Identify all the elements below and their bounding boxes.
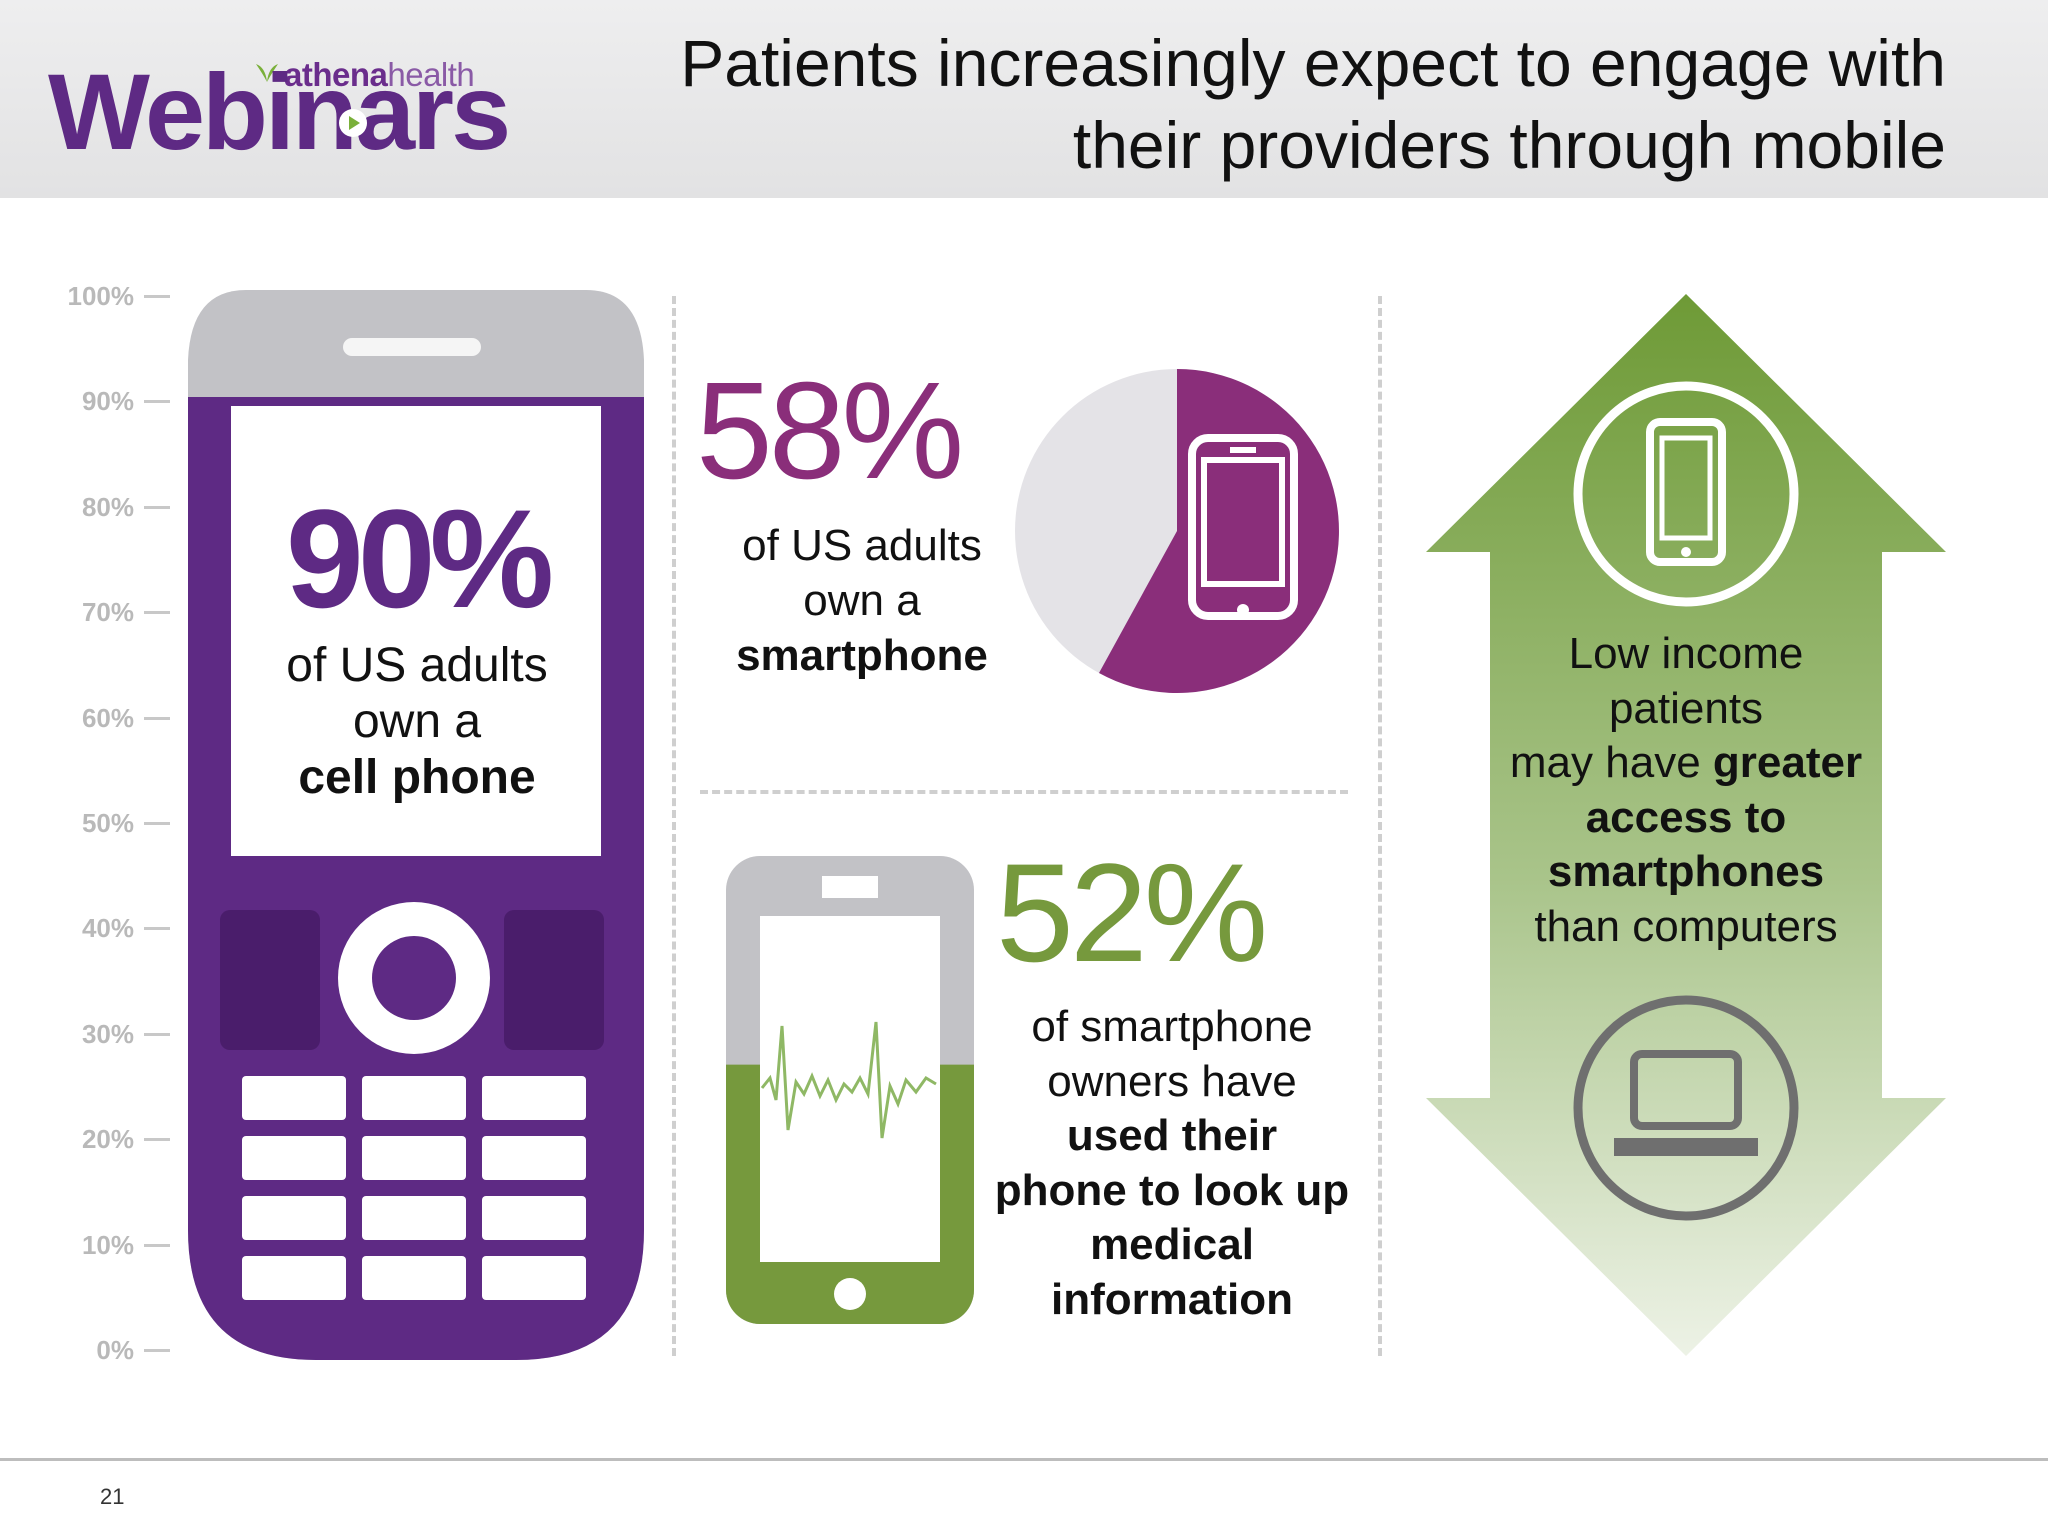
smartphone-percent: 58% <box>696 354 964 508</box>
vertical-divider-left <box>672 296 676 1356</box>
smartphone-icon <box>1188 434 1298 620</box>
axis-tick-mark <box>144 505 170 509</box>
cell-phone-caption: of US adults own a cell phone <box>286 639 548 804</box>
smartphone-icon <box>1573 381 1799 607</box>
axis-tick-mark <box>144 1349 170 1352</box>
axis-tick-mark <box>144 927 170 931</box>
heartbeat-phone-icon <box>726 856 974 1324</box>
axis-tick-label: 20% <box>81 1124 134 1155</box>
slide-header: athenahealth Webinars Patients increasin… <box>0 0 2048 198</box>
medical-caption: of smartphone owners have used their pho… <box>994 1002 1350 1324</box>
axis-tick-label: 30% <box>81 1018 134 1049</box>
vertical-divider-right <box>1378 296 1382 1356</box>
cell-phone-icon <box>188 290 644 1360</box>
axis-tick-label: 80% <box>81 491 134 522</box>
axis-tick-mark <box>144 822 170 825</box>
medical-percent: 52% <box>996 834 1268 991</box>
double-arrow-graphic <box>1426 294 1946 1356</box>
axis-tick-label: 100% <box>67 281 135 311</box>
page-number: 21 <box>100 1484 125 1509</box>
axis-tick-label: 50% <box>81 808 134 838</box>
heartbeat-icon <box>760 1021 937 1139</box>
axis-tick-mark <box>144 611 170 615</box>
footer-divider <box>0 1458 2048 1461</box>
axis-tick-mark <box>144 400 170 404</box>
brand-logo: athenahealth <box>284 56 475 93</box>
axis-tick-mark <box>144 1138 170 1142</box>
leaf-icon <box>256 64 278 82</box>
slide-title: Patients increasingly expect to engage w… <box>680 26 1946 182</box>
axis-tick-label: 70% <box>81 597 134 628</box>
axis-tick-label: 90% <box>81 386 134 417</box>
smartphone-pie-chart <box>1015 369 1339 693</box>
laptop-icon <box>1573 995 1799 1221</box>
low-income-caption: Low income patients may have greater acc… <box>1509 629 1863 951</box>
axis-tick-mark <box>144 295 170 298</box>
axis-tick-mark <box>144 1243 170 1247</box>
axis-tick-label: 0% <box>96 1335 134 1365</box>
axis-tick-label: 10% <box>81 1229 134 1260</box>
play-icon <box>339 109 367 137</box>
cell-phone-percent: 90% <box>285 480 554 637</box>
smartphone-caption: of US adults own a smartphone <box>736 521 988 680</box>
axis-tick-mark <box>144 1032 170 1036</box>
axis-tick-label: 40% <box>81 913 134 944</box>
axis-tick-mark <box>144 716 170 720</box>
axis-tick-label: 60% <box>81 702 134 733</box>
horizontal-divider <box>700 790 1348 794</box>
webinars-logo: Webinars <box>48 51 511 172</box>
